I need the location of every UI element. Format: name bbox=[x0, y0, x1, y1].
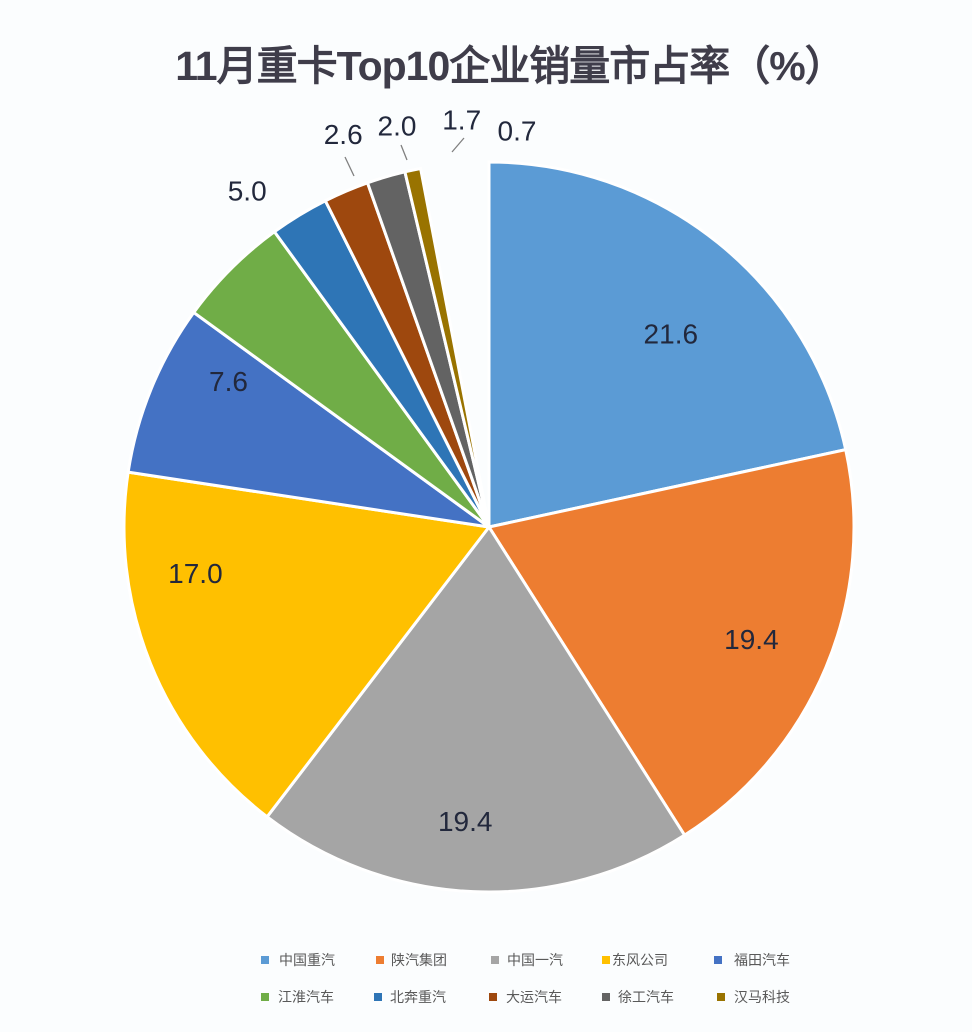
svg-text:1.7: 1.7 bbox=[442, 105, 481, 136]
svg-text:17.0: 17.0 bbox=[168, 558, 223, 589]
svg-text:0.7: 0.7 bbox=[498, 116, 537, 147]
svg-text:2.0: 2.0 bbox=[378, 111, 417, 142]
svg-text:5.0: 5.0 bbox=[228, 176, 267, 207]
svg-text:2.6: 2.6 bbox=[324, 119, 363, 150]
svg-text:21.6: 21.6 bbox=[644, 318, 699, 349]
svg-text:19.4: 19.4 bbox=[438, 806, 493, 837]
svg-text:7.6: 7.6 bbox=[209, 366, 248, 397]
svg-text:19.4: 19.4 bbox=[724, 624, 779, 655]
